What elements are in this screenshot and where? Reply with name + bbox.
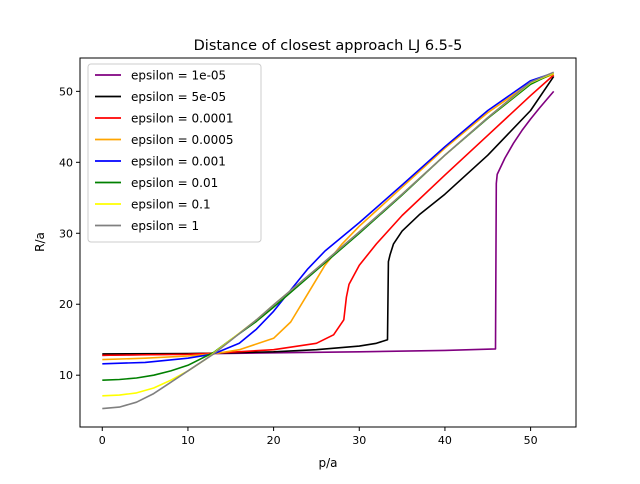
- x-tick-label: 40: [438, 434, 452, 447]
- y-axis-label: R/a: [33, 232, 47, 252]
- x-tick-label: 20: [267, 434, 281, 447]
- legend-label-3: epsilon = 0.0005: [131, 133, 234, 147]
- x-tick-label: 10: [181, 434, 195, 447]
- x-tick-label: 0: [99, 434, 106, 447]
- chart-title: Distance of closest approach LJ 6.5-5: [194, 38, 463, 54]
- legend-label-6: epsilon = 0.1: [131, 198, 211, 212]
- y-tick-label: 10: [59, 369, 73, 382]
- series-line-7: [102, 71, 555, 410]
- y-tick-label: 40: [59, 156, 73, 169]
- series-line-2: [102, 74, 555, 357]
- legend-label-2: epsilon = 0.0001: [131, 112, 234, 126]
- legend-label-4: epsilon = 0.001: [131, 155, 226, 169]
- legend-label-7: epsilon = 1: [131, 219, 199, 233]
- series-line-3: [102, 73, 554, 361]
- y-tick-label: 20: [59, 298, 73, 311]
- legend-box: [87, 63, 262, 243]
- series-line-4: [102, 72, 554, 365]
- x-axis-ticks: 0 10 20 30 40 50: [99, 427, 538, 447]
- y-tick-label: 50: [59, 85, 73, 98]
- series-layer: [102, 71, 555, 410]
- series-line-0: [102, 90, 555, 357]
- legend-label-5: epsilon = 0.01: [131, 176, 218, 190]
- x-tick-label: 30: [352, 434, 366, 447]
- legend-label-0: epsilon = 1e-05: [131, 69, 226, 83]
- y-axis-ticks: 10 20 30 40 50: [59, 85, 80, 382]
- series-line-1: [102, 75, 555, 355]
- y-tick-label: 30: [59, 227, 73, 240]
- x-axis-label: p/a: [318, 456, 337, 470]
- legend-label-1: epsilon = 5e-05: [131, 90, 226, 104]
- legend: epsilon = 1e-05 epsilon = 5e-05 epsilon = …: [87, 63, 262, 243]
- plot-frame: [79, 57, 577, 428]
- x-tick-label: 50: [524, 434, 538, 447]
